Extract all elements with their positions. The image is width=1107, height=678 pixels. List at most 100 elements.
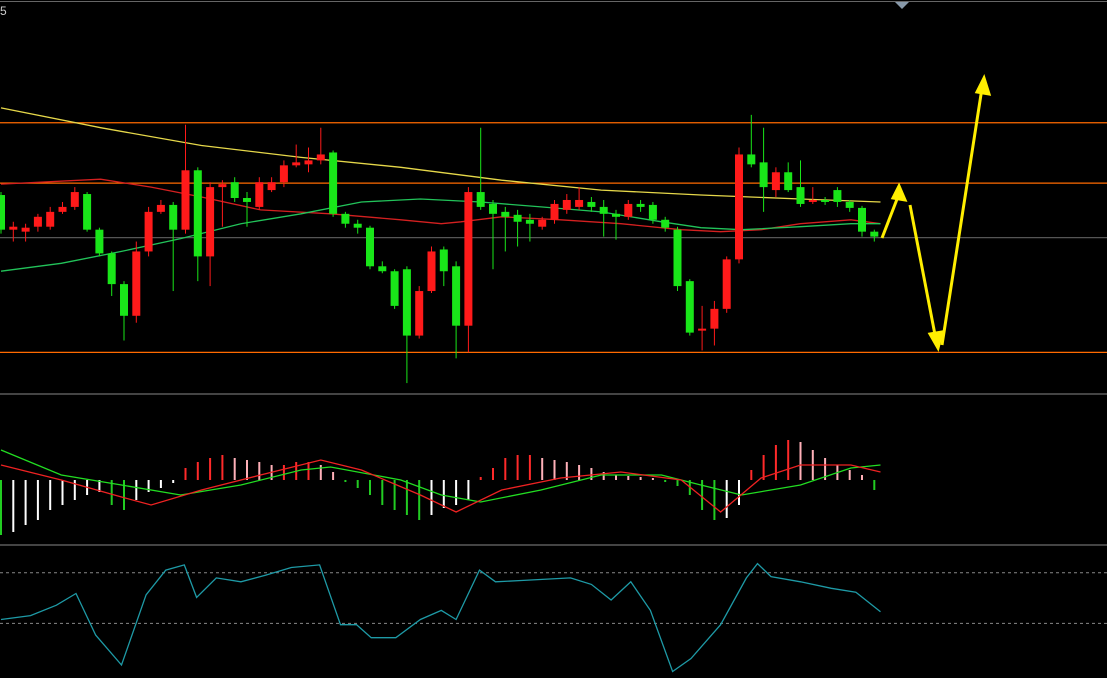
candle-body bbox=[599, 206, 608, 214]
macd-bar bbox=[24, 480, 27, 525]
candle-body bbox=[279, 165, 288, 183]
arrow bbox=[880, 193, 901, 239]
indicator-line bbox=[0, 459, 881, 513]
indicator-line bbox=[0, 562, 881, 673]
candle-body bbox=[9, 226, 18, 230]
macd-bar bbox=[393, 480, 396, 510]
arrow bbox=[940, 87, 984, 346]
macd-bar bbox=[36, 480, 39, 520]
macd-bar bbox=[664, 480, 667, 482]
macd-bar bbox=[565, 462, 568, 480]
candle-body bbox=[353, 223, 362, 228]
macd-bar bbox=[713, 480, 716, 520]
indicator-line bbox=[0, 107, 881, 203]
candle-body bbox=[329, 152, 338, 214]
candle-body bbox=[427, 251, 436, 292]
macd-bar bbox=[467, 480, 470, 500]
macd-bar bbox=[381, 480, 384, 505]
candle-body bbox=[267, 182, 276, 191]
indicator-line bbox=[0, 449, 881, 503]
candle-body bbox=[243, 198, 251, 202]
candle-body bbox=[169, 204, 178, 230]
macd-bar bbox=[332, 472, 335, 480]
candle-body bbox=[624, 203, 633, 217]
candle-body bbox=[70, 192, 79, 207]
candle-body bbox=[46, 211, 55, 227]
candle-body bbox=[218, 184, 227, 188]
macd-bar bbox=[209, 458, 212, 480]
macd-bar bbox=[356, 480, 359, 488]
macd-bar bbox=[602, 472, 605, 480]
macd-bar bbox=[430, 480, 433, 515]
candle-body bbox=[771, 172, 780, 191]
macd-bar bbox=[627, 476, 630, 480]
candle-body bbox=[513, 214, 522, 222]
macd-bar bbox=[159, 480, 162, 488]
macd-bar bbox=[504, 458, 507, 480]
candle-body bbox=[402, 269, 411, 336]
macd-bar bbox=[49, 480, 52, 510]
candle-body bbox=[808, 199, 817, 202]
macd-bar bbox=[799, 442, 802, 480]
candle-body bbox=[501, 211, 510, 217]
macd-bar bbox=[344, 480, 347, 482]
candle-body bbox=[255, 182, 264, 207]
candle-body bbox=[784, 172, 793, 191]
macd-bar bbox=[528, 455, 531, 480]
candle-body bbox=[489, 203, 497, 214]
macd-bar bbox=[774, 445, 777, 480]
macd-bar bbox=[824, 458, 827, 480]
forecast-arrows bbox=[880, 74, 992, 352]
symbol-label: 5 bbox=[0, 4, 7, 18]
macd-bar bbox=[233, 458, 236, 480]
macd-bar bbox=[701, 480, 704, 510]
macd-bar bbox=[196, 462, 199, 480]
macd-bar bbox=[848, 470, 851, 480]
macd-bar bbox=[676, 480, 679, 486]
arrow-head bbox=[927, 330, 945, 352]
candle-body bbox=[452, 266, 461, 326]
candle-body bbox=[378, 266, 387, 272]
arrow-head bbox=[974, 74, 992, 96]
macd-bar bbox=[282, 465, 285, 480]
candle-body bbox=[33, 216, 42, 227]
candle-body bbox=[193, 170, 202, 257]
candle-body bbox=[710, 308, 719, 329]
candle-body bbox=[83, 194, 92, 230]
macd-bar bbox=[590, 468, 593, 480]
candle-body bbox=[796, 187, 805, 204]
candle-body bbox=[845, 201, 854, 208]
macd-bar bbox=[307, 462, 310, 480]
macd-bar bbox=[762, 455, 765, 480]
macd-bar bbox=[615, 475, 617, 480]
macd-bar bbox=[516, 455, 519, 480]
candle-body bbox=[661, 219, 670, 228]
macd-bar bbox=[135, 480, 138, 500]
candle-body bbox=[120, 284, 128, 316]
arrow bbox=[908, 204, 938, 341]
candle-body bbox=[181, 170, 190, 230]
macd-bar bbox=[738, 480, 740, 505]
candle-body bbox=[21, 227, 30, 232]
macd-bar bbox=[479, 477, 482, 480]
candle-body bbox=[390, 271, 399, 306]
candle-body bbox=[0, 195, 5, 230]
candle-body bbox=[464, 192, 473, 326]
macd-bar bbox=[172, 480, 175, 483]
candle-body bbox=[648, 204, 657, 220]
candle-body bbox=[550, 203, 559, 220]
candle-body bbox=[230, 182, 239, 198]
candle-body bbox=[144, 211, 153, 252]
candle-body bbox=[562, 199, 571, 210]
candle-body bbox=[612, 213, 620, 217]
macd-bar bbox=[98, 480, 101, 492]
macd-bar bbox=[725, 480, 728, 518]
macd-bar bbox=[651, 478, 654, 480]
candle-body bbox=[476, 192, 485, 207]
macd-bar bbox=[184, 468, 187, 480]
macd-bar bbox=[405, 480, 408, 515]
macd-bar bbox=[61, 480, 64, 505]
candle-body bbox=[722, 259, 731, 309]
